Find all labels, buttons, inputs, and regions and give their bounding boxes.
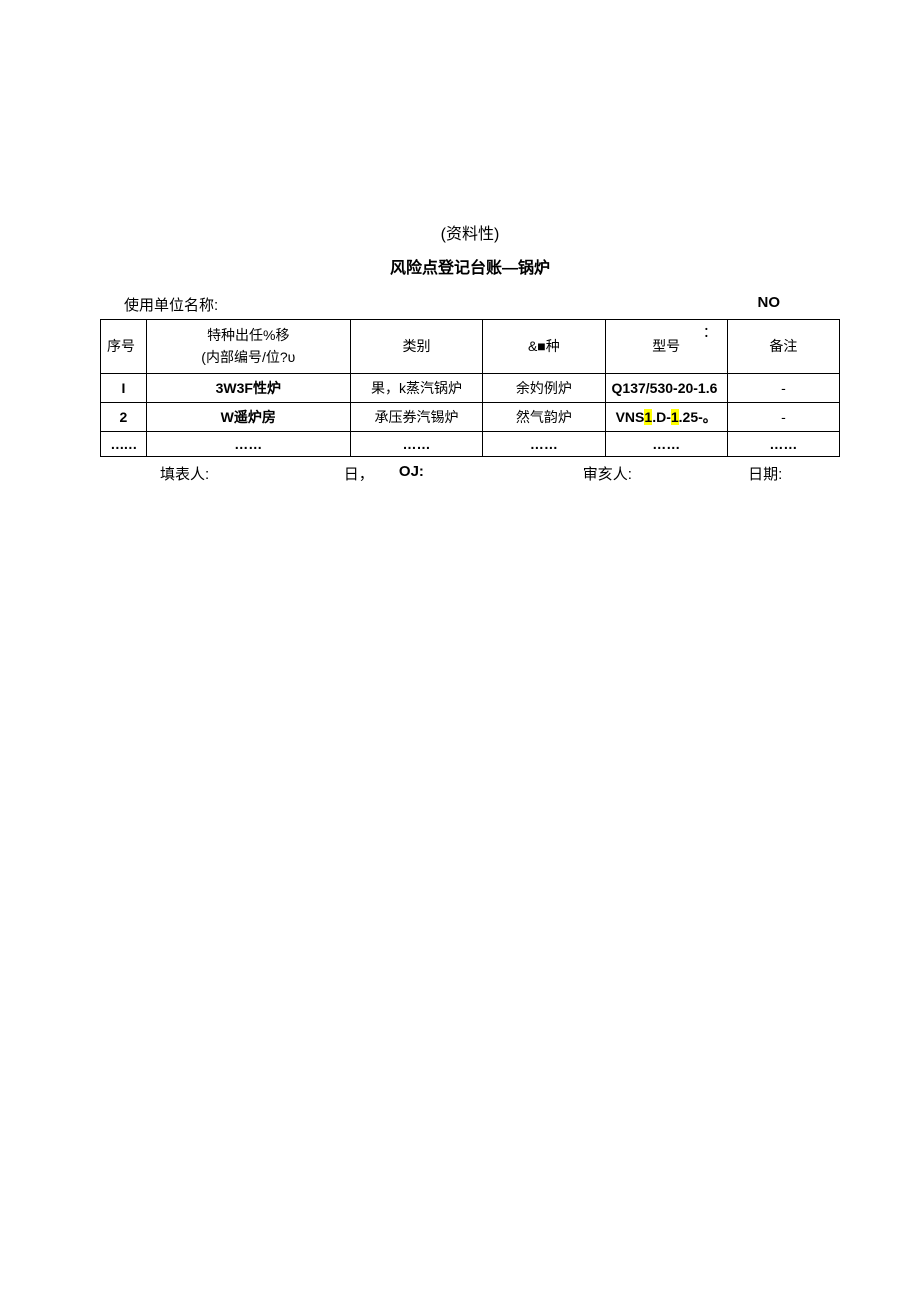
colon-mark: ： [703,322,717,342]
cell-name: W遥炉房 [146,402,350,431]
header-remark: 备注 [727,320,839,374]
reviewer-label: 审亥人: [583,463,748,484]
cell-category: 果，k蒸汽锅炉 [350,373,483,402]
date-label: 日期: [748,463,840,484]
cell-seq: 2 [101,402,147,431]
unit-name-label: 使用单位名称: [124,294,218,315]
table-row: …… …… …… …… …… …… [101,431,840,456]
cell-kind: 余妁例炉 [483,373,605,402]
header-name-line2: (内部编号/位?υ [153,346,344,368]
fill-person-label: 填表人: [160,463,344,484]
cell-kind: …… [483,431,605,456]
cell-name: 3W3F性炉 [146,373,350,402]
cell-category: 承压券汽锡炉 [350,402,483,431]
header-category: 类别 [350,320,483,374]
table-header-row: 序号 特种出任%移 (内部编号/位?υ 类别 &■种 ： 型号 备注 [101,320,840,374]
cell-name: …… [146,431,350,456]
header-seq: 序号 [101,320,147,374]
cell-model: Q137/530-20-1.6 [605,373,727,402]
oj-label: OJ: [399,463,583,484]
table-row: 2 W遥炉房 承压券汽锡炉 然气韵炉 VNS1.D-1.25-。 - [101,402,840,431]
meta-row: 使用单位名称: NO [100,294,840,315]
risk-table: 序号 特种出任%移 (内部编号/位?υ 类别 &■种 ： 型号 备注 I 3W3… [100,319,840,457]
cell-seq: I [101,373,147,402]
cell-kind: 然气韵炉 [483,402,605,431]
cell-seq: …… [101,431,147,456]
footer-row: 填表人: 日， OJ: 审亥人: 日期: [100,463,840,484]
subtitle: (资料性) [100,220,840,244]
header-name-line1: 特种出任%移 [153,324,344,346]
cell-remark: …… [727,431,839,456]
cell-category: …… [350,431,483,456]
cell-remark: - [727,373,839,402]
cell-model: …… [605,431,727,456]
header-model: ： 型号 [605,320,727,374]
page-title: 风险点登记台账—锅炉 [100,254,840,278]
table-row: I 3W3F性炉 果，k蒸汽锅炉 余妁例炉 Q137/530-20-1.6 - [101,373,840,402]
cell-remark: - [727,402,839,431]
cell-model: VNS1.D-1.25-。 [605,402,727,431]
day-label: 日， [344,463,399,484]
no-label: NO [758,294,781,315]
header-kind: &■种 [483,320,605,374]
header-model-text: 型号 [652,338,680,354]
header-name: 特种出任%移 (内部编号/位?υ [146,320,350,374]
